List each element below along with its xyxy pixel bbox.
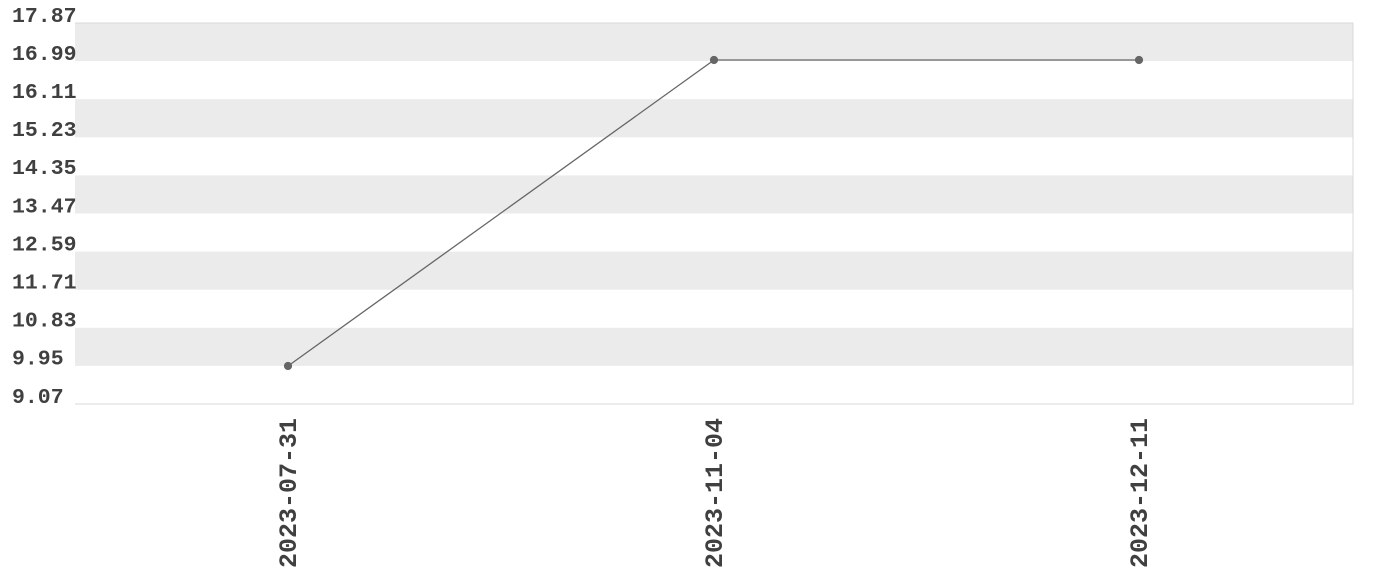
svg-text:2023-11-04: 2023-11-04: [701, 418, 730, 568]
svg-text:11.71: 11.71: [12, 271, 77, 295]
svg-text:12.59: 12.59: [12, 233, 77, 257]
svg-text:9.95: 9.95: [12, 348, 64, 372]
svg-text:2023-12-11: 2023-12-11: [1126, 418, 1155, 568]
svg-text:9.07: 9.07: [12, 386, 64, 410]
svg-text:16.99: 16.99: [12, 43, 77, 67]
svg-text:16.11: 16.11: [12, 81, 77, 105]
svg-text:14.35: 14.35: [12, 157, 77, 181]
svg-text:2023-07-31: 2023-07-31: [275, 418, 304, 568]
svg-text:13.47: 13.47: [12, 195, 77, 219]
svg-text:17.87: 17.87: [12, 5, 77, 29]
svg-text:10.83: 10.83: [12, 310, 77, 334]
svg-text:15.23: 15.23: [12, 119, 77, 143]
